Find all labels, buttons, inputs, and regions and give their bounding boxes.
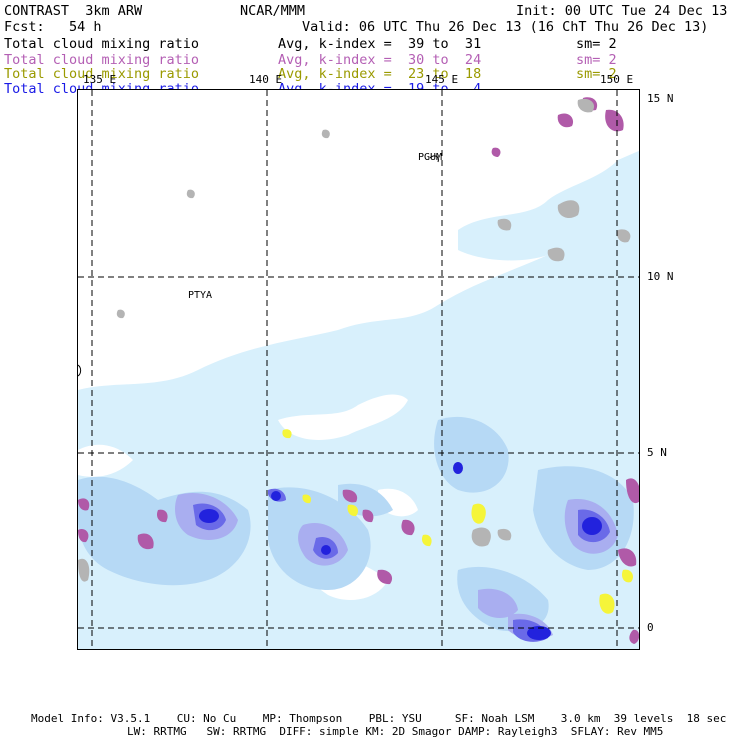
coastline (78, 155, 439, 377)
forecast-hour: Fcst: 54 h (4, 19, 102, 35)
lat-lon-grid (78, 90, 639, 649)
cloud-violet-patches (78, 97, 639, 644)
field-range-2: Avg, k-index = 30 to 24 (278, 52, 482, 68)
lon-label-145: 145 E (425, 73, 459, 86)
field-name-2: Total cloud mixing ratio (4, 52, 200, 68)
station-pgum: PGUM (418, 152, 443, 163)
field-sm-3: sm= 2 (576, 66, 617, 82)
station-ptya: PTYA (188, 290, 213, 301)
field-name-1: Total cloud mixing ratio (4, 36, 200, 52)
cloud-yellow-patches (282, 429, 634, 614)
lon-label-150: 150 E (600, 73, 634, 86)
cloud-gray-patches (78, 98, 631, 582)
lat-label-15n: 15 N (647, 92, 674, 105)
model-info-line1: Model Info: V3.5.1 CU: No Cu MP: Thompso… (31, 712, 727, 725)
lat-label-5n: 5 N (647, 446, 667, 459)
field-sm-2: sm= 2 (576, 52, 617, 68)
lat-label-10n: 10 N (647, 270, 674, 283)
field-sm-1: sm= 2 (576, 36, 617, 52)
init-time: Init: 00 UTC Tue 24 Dec 13 (516, 3, 728, 19)
lon-label-140: 140 E (249, 73, 283, 86)
field-range-1: Avg, k-index = 39 to 31 (278, 36, 482, 52)
field-name-3: Total cloud mixing ratio (4, 66, 200, 82)
lat-label-0: 0 (647, 621, 654, 634)
valid-time: Valid: 06 UTC Thu 26 Dec 13 (16 ChT Thu … (302, 19, 709, 35)
model-title: CONTRAST 3km ARW (4, 3, 143, 19)
model-info-line2: LW: RRTMG SW: RRTMG DIFF: simple KM: 2D … (127, 725, 664, 738)
cloud-level-5 (199, 462, 602, 640)
lon-label-135: 135 E (83, 73, 117, 86)
cloud-field-map (78, 90, 639, 649)
field-range-3: Avg, k-index = 23 to 18 (278, 66, 482, 82)
map-panel[interactable] (77, 89, 640, 650)
institution-label: NCAR/MMM (240, 3, 306, 19)
